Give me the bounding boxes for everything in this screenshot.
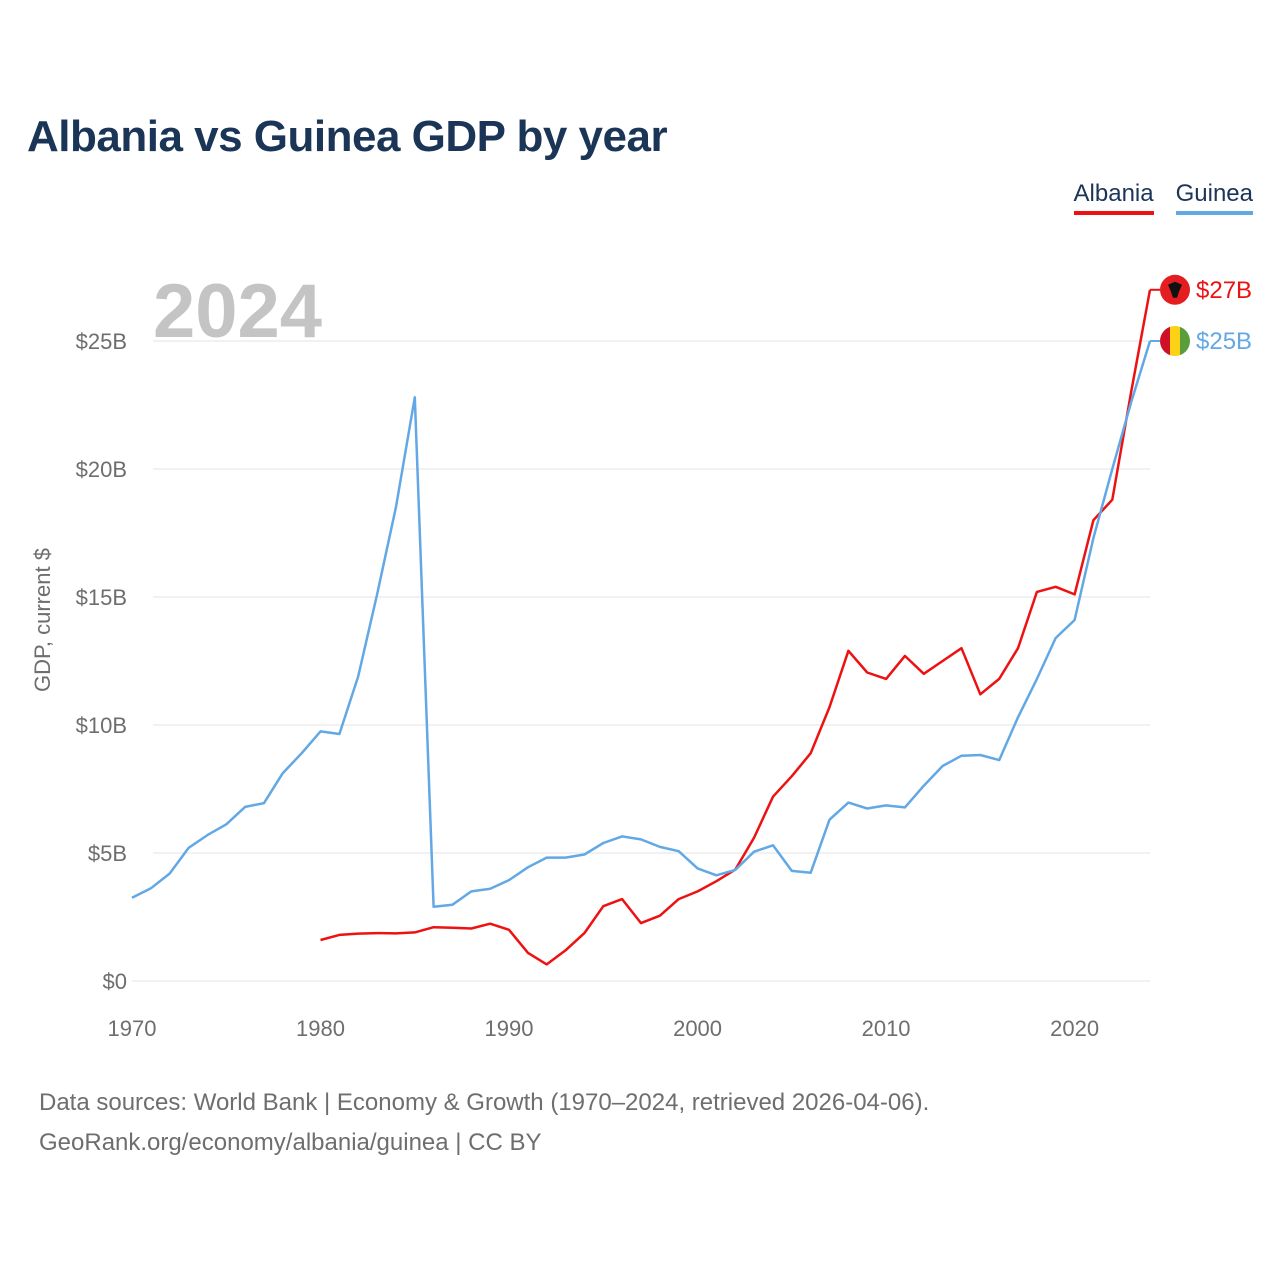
y-tick-label: $15B bbox=[76, 585, 127, 610]
end-value-label-guinea: $25B bbox=[1196, 328, 1252, 355]
guinea-flag-icon bbox=[1160, 326, 1190, 356]
end-markers: $27B $25B bbox=[1150, 274, 1252, 356]
data-source-text: Data sources: World Bank | Economy & Gro… bbox=[39, 1089, 930, 1116]
x-axis-ticks: 1970 1980 1990 2000 2010 2020 bbox=[108, 1016, 1100, 1041]
y-tick-label: $5B bbox=[88, 841, 127, 866]
y-tick-label: $0 bbox=[103, 969, 127, 994]
chart-title: Albania vs Guinea GDP by year bbox=[27, 112, 668, 161]
year-watermark: 2024 bbox=[153, 269, 322, 354]
footer: Data sources: World Bank | Economy & Gro… bbox=[39, 1083, 929, 1163]
end-value-label-albania: $27B bbox=[1196, 277, 1252, 304]
y-tick-label: $20B bbox=[76, 457, 127, 482]
series-lines bbox=[131, 289, 1152, 966]
series-line-albania[interactable] bbox=[320, 289, 1152, 966]
y-tick-label: $10B bbox=[76, 713, 127, 738]
y-tick-label: $25B bbox=[76, 329, 127, 354]
y-axis-label: GDP, current $ bbox=[30, 548, 55, 692]
legend-item-guinea[interactable]: Guinea bbox=[1175, 180, 1253, 215]
x-tick-label: 1980 bbox=[296, 1016, 345, 1041]
legend-item-albania[interactable]: Albania bbox=[1073, 180, 1154, 215]
legend: Albania Guinea bbox=[1073, 180, 1253, 215]
gridlines bbox=[132, 340, 1150, 982]
x-tick-label: 2020 bbox=[1050, 1016, 1099, 1041]
x-tick-label: 1990 bbox=[485, 1016, 534, 1041]
x-tick-label: 1970 bbox=[108, 1016, 157, 1041]
albania-flag-icon bbox=[1160, 274, 1190, 305]
y-axis-ticks: $0 $5B $10B $15B $20B $25B bbox=[76, 329, 127, 994]
source-url-text[interactable]: GeoRank.org/economy/albania/guinea | CC … bbox=[39, 1129, 542, 1156]
series-line-guinea[interactable] bbox=[131, 340, 1152, 909]
x-tick-label: 2000 bbox=[673, 1016, 722, 1041]
x-tick-label: 2010 bbox=[862, 1016, 911, 1041]
